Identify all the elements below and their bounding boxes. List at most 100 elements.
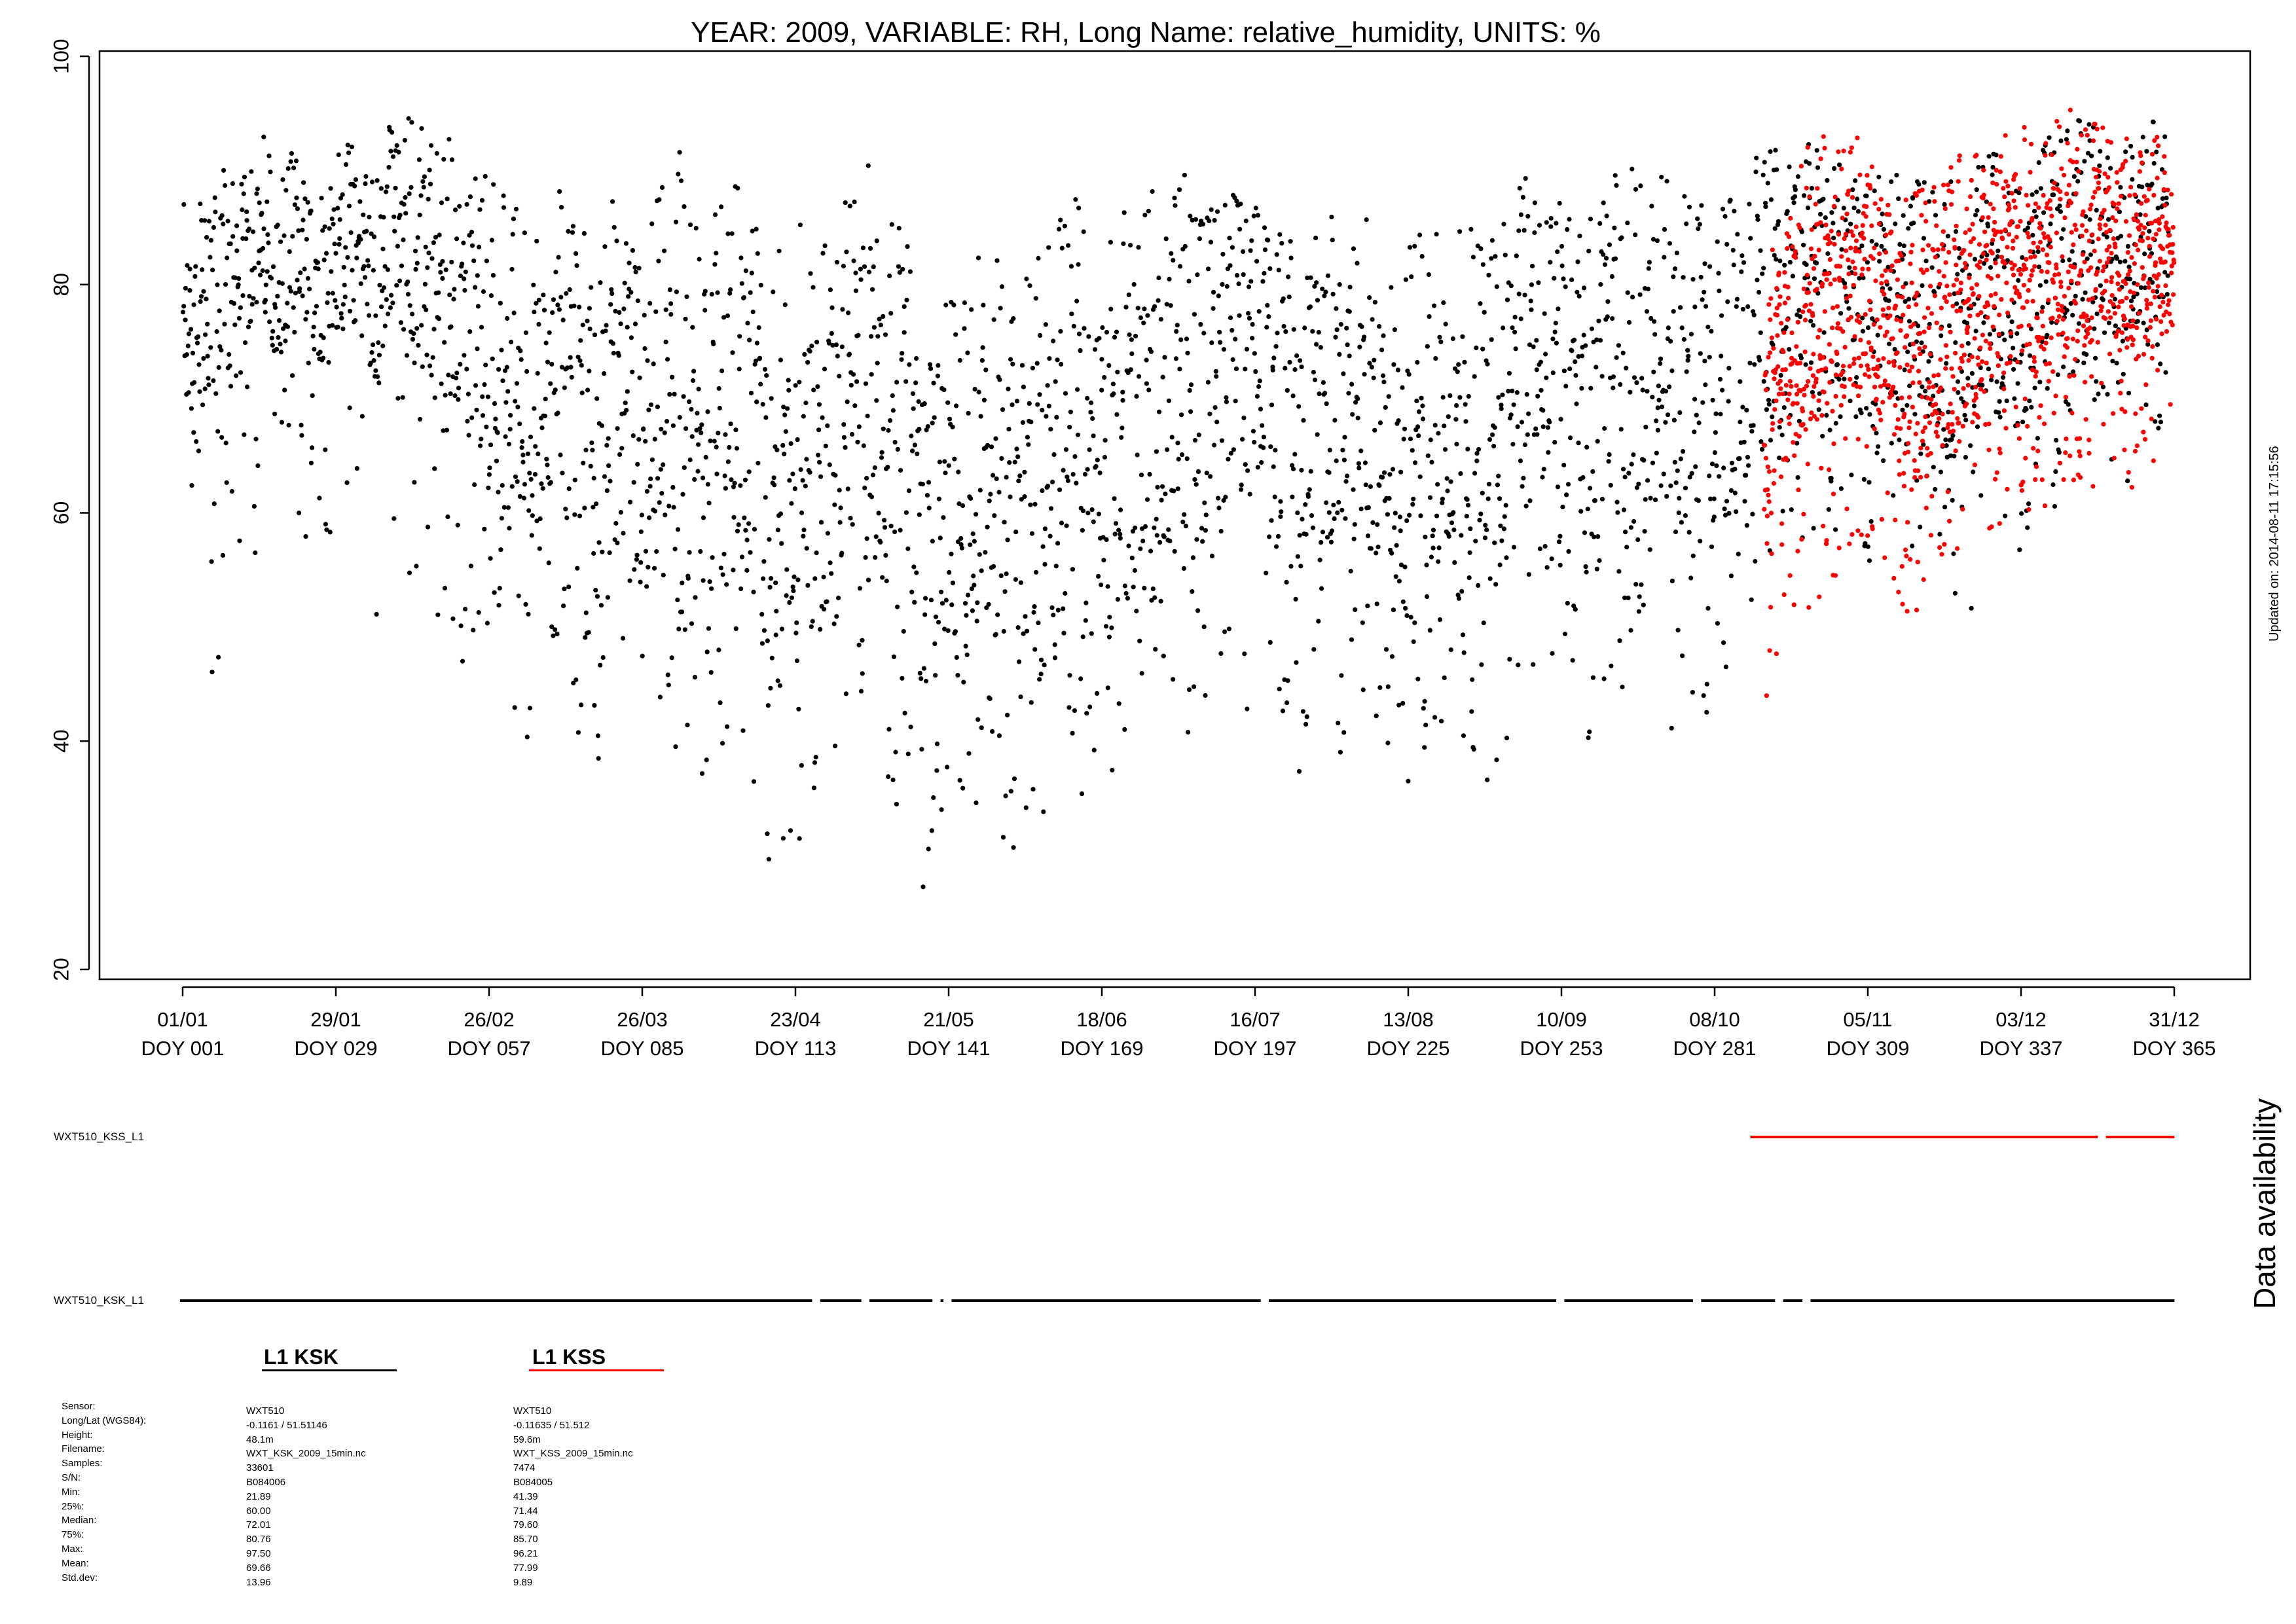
data-point bbox=[1798, 355, 1804, 361]
data-point bbox=[2145, 183, 2150, 188]
data-point bbox=[862, 485, 867, 491]
data-point bbox=[943, 470, 948, 476]
data-point bbox=[1552, 276, 1557, 281]
data-point bbox=[1681, 336, 1686, 342]
data-point bbox=[1948, 179, 1954, 185]
data-point bbox=[1580, 475, 1586, 480]
data-point bbox=[1634, 485, 1639, 490]
data-point bbox=[520, 452, 526, 458]
data-point bbox=[816, 427, 822, 433]
data-point bbox=[1523, 176, 1528, 181]
data-point bbox=[633, 269, 638, 274]
data-point bbox=[1737, 456, 1742, 461]
data-point bbox=[566, 585, 572, 590]
data-point bbox=[720, 572, 725, 577]
data-point bbox=[1178, 264, 1183, 269]
data-point bbox=[1481, 621, 1486, 626]
data-point bbox=[945, 400, 951, 405]
data-point bbox=[1895, 396, 1901, 401]
data-point bbox=[2105, 155, 2110, 160]
data-point bbox=[590, 448, 595, 453]
data-point bbox=[219, 435, 225, 440]
data-point bbox=[667, 391, 672, 397]
data-point bbox=[1497, 562, 1503, 568]
data-point bbox=[1512, 314, 1518, 319]
data-point bbox=[495, 430, 500, 435]
data-point bbox=[268, 170, 273, 175]
data-point bbox=[1915, 560, 1920, 565]
data-point bbox=[1296, 404, 1302, 409]
data-point bbox=[975, 255, 981, 261]
data-point bbox=[1806, 379, 1811, 384]
data-point bbox=[852, 199, 857, 204]
data-point bbox=[221, 168, 227, 173]
data-point bbox=[1770, 342, 1776, 348]
data-point bbox=[945, 628, 951, 634]
data-point bbox=[2117, 259, 2123, 264]
data-point bbox=[536, 451, 541, 457]
data-point bbox=[1924, 267, 1929, 272]
data-point bbox=[456, 386, 462, 391]
data-point bbox=[479, 325, 484, 330]
data-point bbox=[448, 324, 454, 329]
data-point bbox=[2115, 329, 2121, 334]
data-point bbox=[1474, 451, 1480, 456]
data-point bbox=[979, 725, 984, 731]
data-point bbox=[890, 408, 896, 413]
data-point bbox=[1303, 721, 1309, 727]
data-point bbox=[2135, 319, 2140, 324]
data-point bbox=[2026, 203, 2031, 208]
data-point bbox=[1293, 596, 1298, 602]
data-point bbox=[574, 677, 579, 683]
data-point bbox=[593, 588, 598, 593]
data-point bbox=[1652, 497, 1658, 503]
data-point bbox=[1386, 394, 1391, 399]
data-point bbox=[2019, 511, 2024, 516]
data-point bbox=[382, 323, 388, 329]
data-point bbox=[1791, 440, 1796, 445]
data-point bbox=[1881, 226, 1886, 232]
data-point bbox=[1663, 420, 1668, 425]
data-point bbox=[2165, 187, 2170, 192]
data-point bbox=[1775, 312, 1780, 317]
data-point bbox=[882, 518, 887, 523]
data-point bbox=[1779, 321, 1784, 326]
data-point bbox=[1997, 312, 2002, 317]
data-point bbox=[1503, 503, 1508, 508]
data-point bbox=[2020, 420, 2026, 425]
data-point bbox=[1781, 349, 1786, 355]
data-point bbox=[1156, 275, 1161, 281]
data-point bbox=[1100, 325, 1105, 331]
data-point bbox=[2013, 285, 2018, 290]
data-point bbox=[559, 365, 565, 370]
data-point bbox=[1728, 488, 1734, 494]
data-point bbox=[200, 267, 205, 272]
data-point bbox=[2076, 321, 2082, 326]
data-point bbox=[1901, 312, 1906, 317]
data-point bbox=[1766, 499, 1772, 505]
data-point bbox=[1867, 298, 1872, 304]
data-point bbox=[1195, 608, 1201, 613]
data-point bbox=[1891, 575, 1897, 581]
data-point bbox=[1744, 523, 1749, 528]
data-point bbox=[874, 398, 879, 403]
data-point bbox=[1180, 519, 1186, 524]
data-point bbox=[2113, 333, 2119, 338]
data-point bbox=[404, 353, 410, 358]
data-point bbox=[1943, 260, 1948, 265]
data-point bbox=[1374, 713, 1379, 719]
data-point bbox=[1675, 468, 1680, 473]
data-point bbox=[2112, 311, 2117, 316]
data-point bbox=[2144, 298, 2149, 303]
data-point bbox=[1353, 400, 1358, 405]
data-point bbox=[1006, 426, 1011, 432]
data-point bbox=[1951, 283, 1956, 288]
data-point bbox=[236, 316, 242, 321]
data-point bbox=[1013, 530, 1019, 535]
data-point bbox=[533, 444, 538, 449]
data-point bbox=[279, 420, 285, 425]
data-point bbox=[225, 255, 230, 261]
data-point bbox=[288, 159, 293, 164]
data-point bbox=[2112, 297, 2118, 302]
data-point bbox=[1730, 247, 1736, 253]
